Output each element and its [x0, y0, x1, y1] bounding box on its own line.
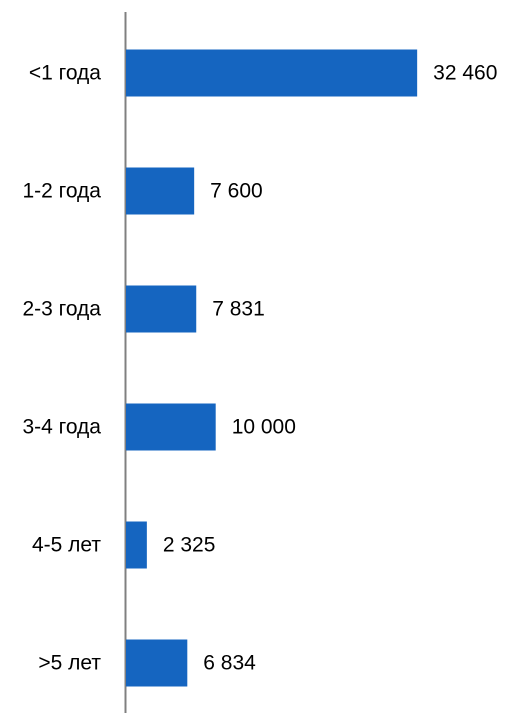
value-label: 2 325 — [163, 534, 216, 557]
category-label: >5 лет — [38, 652, 101, 675]
bar — [126, 404, 216, 451]
category-label: 4-5 лет — [32, 534, 101, 557]
value-label: 6 834 — [203, 652, 256, 675]
category-label: 1-2 года — [22, 180, 101, 203]
bar — [126, 522, 147, 569]
value-label: 32 460 — [433, 62, 497, 85]
bar — [126, 640, 187, 687]
value-label: 7 600 — [210, 180, 263, 203]
category-label: <1 года — [29, 62, 101, 85]
category-label: 2-3 года — [22, 298, 101, 321]
category-label: 3-4 года — [22, 416, 101, 439]
value-label: 10 000 — [232, 416, 296, 439]
value-label: 7 831 — [212, 298, 265, 321]
bar — [126, 50, 417, 97]
bar — [126, 286, 196, 333]
bar — [126, 168, 194, 215]
